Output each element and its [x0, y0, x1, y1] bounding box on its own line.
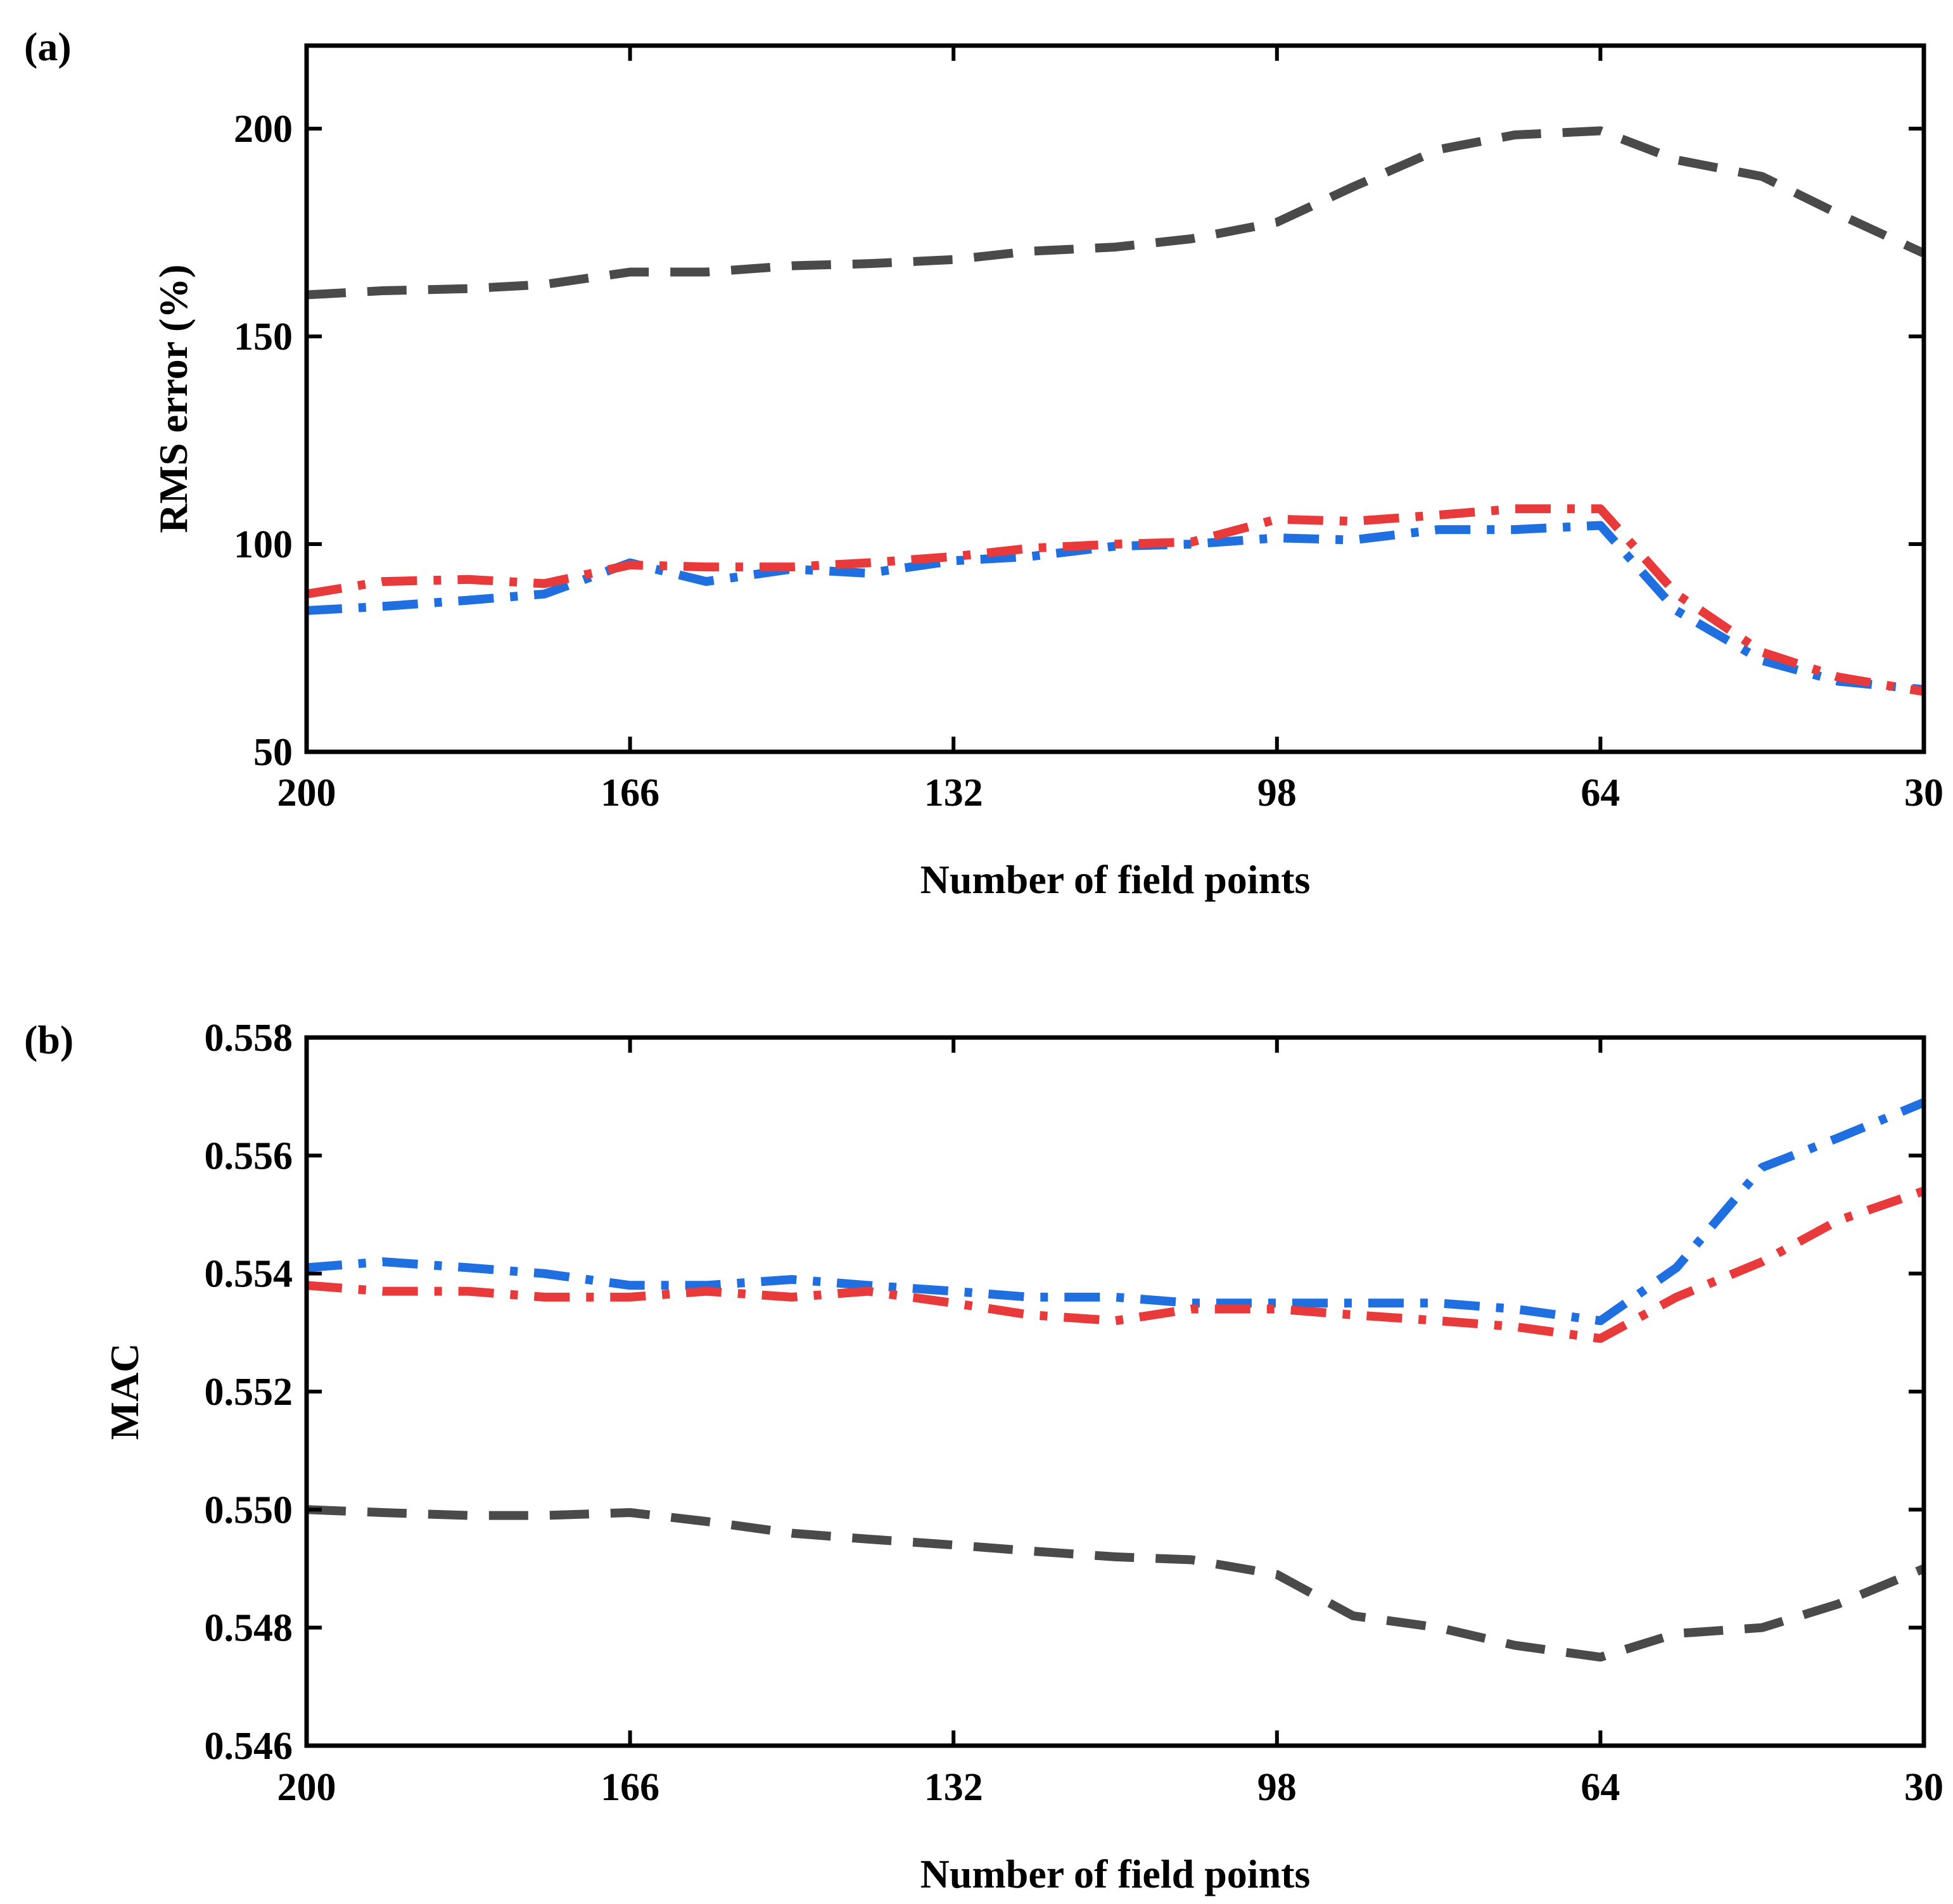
- panel-a-y-axis-title: RMS error (%): [151, 264, 196, 533]
- panel-a-series-black-dashed: [306, 126, 1926, 300]
- panel-b-y-tick-label: 0.554: [205, 1253, 293, 1296]
- panel-a-series-blue-dashdot: [306, 521, 1924, 694]
- panel-a-series-red-dashdot: [305, 504, 1925, 696]
- panel-a-x-tick-label: 30: [1904, 771, 1943, 815]
- panel-b-y-tick-label: 0.546: [205, 1725, 293, 1768]
- panel-b-series-black-dashed: [306, 1505, 1926, 1662]
- panel-b-x-tick-label: 64: [1581, 1766, 1620, 1809]
- panel-b-x-tick-label: 30: [1904, 1766, 1943, 1809]
- panel-b-label: (b): [24, 1017, 73, 1062]
- panel-b-x-tick-label: 132: [924, 1766, 983, 1809]
- panel-b-y-tick-label: 0.552: [205, 1371, 293, 1414]
- panel-b-series-blue-dashdot: [306, 1098, 1926, 1326]
- panel-a-y-tick-label: 200: [234, 108, 293, 151]
- panel-a-y-tick-label: 100: [234, 523, 293, 566]
- panel-b-x-tick-label: 98: [1257, 1766, 1297, 1809]
- panel-a-y-tick-label: 150: [234, 315, 293, 359]
- panel-a-chart: 200 166 132 98 64 30 50 100 150 200 Number of fiel…: [24, 24, 1943, 902]
- panel-b-y-tick-label: 0.558: [205, 1017, 293, 1060]
- panel-a-x-axis-title: Number of field points: [920, 857, 1311, 902]
- panel-a-x-tick-label: 132: [924, 771, 983, 815]
- panel-b-chart: 200 166 132 98 64 30 0.546 0.548 0.550 0.552 0.554…: [24, 1017, 1943, 1896]
- panel-b-y-axis-title: MAC: [102, 1343, 147, 1440]
- panel-a-x-tick-label: 200: [277, 771, 336, 815]
- panel-a-x-tick-label: 166: [601, 771, 659, 815]
- panel-b-y-tick-label: 0.556: [205, 1134, 293, 1177]
- panel-b-x-tick-label: 200: [277, 1766, 336, 1809]
- panel-b-y-tick-label: 0.550: [205, 1488, 293, 1532]
- panel-a-plot-frame: [304, 43, 1926, 754]
- panel-b-y-tick-label: 0.548: [205, 1607, 293, 1650]
- panel-b-plot-frame: [304, 1035, 1926, 1748]
- panel-b-x-axis-title: Number of field points: [920, 1851, 1311, 1896]
- panel-b-x-tick-label: 166: [601, 1766, 659, 1809]
- panel-a-y-tick-label: 50: [253, 731, 293, 774]
- panel-a-x-tick-label: 98: [1257, 771, 1297, 815]
- panel-a-label: (a): [24, 24, 72, 69]
- panel-a-x-tick-label: 64: [1581, 771, 1620, 815]
